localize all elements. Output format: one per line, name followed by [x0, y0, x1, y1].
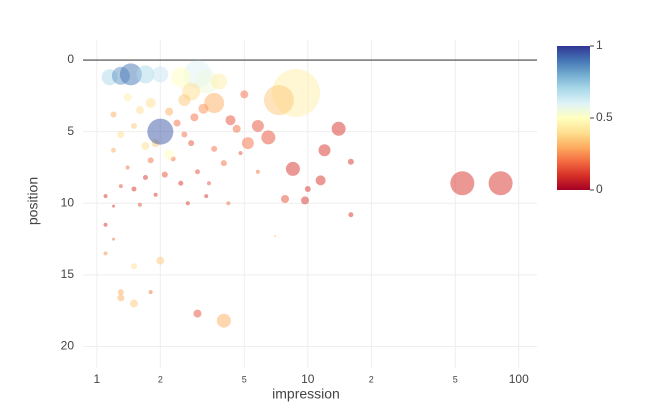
bubble: [255, 169, 260, 174]
bubble: [331, 121, 346, 136]
bubble: [161, 171, 168, 178]
labels: 1 2 5 10 2 5 100 0 5 10 15 20 0 0.5 1: [61, 38, 613, 386]
bubble: [117, 294, 125, 302]
x-axis-title: impression: [272, 386, 340, 402]
bubble: [112, 204, 116, 208]
bubble: [204, 93, 225, 114]
bubble: [261, 130, 276, 145]
x-tick-label: 5: [242, 374, 247, 384]
bubble: [198, 103, 209, 114]
bubble: [173, 119, 181, 127]
bubble: [111, 147, 117, 153]
bubble: [130, 263, 137, 270]
marks: [101, 60, 513, 328]
bubble: [178, 180, 184, 186]
bubble: [135, 106, 144, 115]
bubble: [304, 185, 311, 192]
bubble: [216, 313, 231, 328]
bubble: [131, 186, 137, 192]
bubble: [129, 299, 138, 308]
bubble: [147, 157, 154, 164]
bubble: [178, 94, 191, 107]
bubble: [165, 107, 174, 116]
bubble: [170, 67, 191, 88]
y-tick-label: 5: [67, 124, 74, 138]
bubble: [103, 251, 108, 256]
bubble: [185, 201, 190, 206]
bubble: [110, 111, 117, 118]
x-tick-label: 5: [453, 374, 458, 384]
bubble: [123, 93, 132, 102]
bubble: [211, 73, 228, 90]
bubble: [488, 171, 513, 196]
bubble: [238, 151, 243, 156]
bubble: [153, 192, 158, 197]
bubble: [141, 141, 150, 150]
colorbar-tick-label: 1: [596, 38, 603, 52]
bubble: [103, 222, 108, 227]
y-tick-label: 0: [67, 52, 74, 66]
bubble: [315, 175, 326, 186]
bubble: [211, 145, 218, 152]
bubble: [117, 289, 124, 296]
bubble: [225, 115, 236, 126]
bubble: [156, 256, 165, 265]
bubble: [188, 140, 195, 147]
bubble: [112, 237, 116, 241]
bubble: [241, 137, 254, 150]
bubble: [301, 196, 310, 205]
bubble: [190, 113, 199, 122]
x-tick-label: 2: [369, 374, 374, 384]
bubble: [117, 131, 125, 139]
bubble: [206, 181, 211, 186]
colorbar-tick-label: 0: [596, 182, 603, 196]
bubble: [194, 169, 200, 175]
y-axis-title: position: [25, 177, 41, 225]
bubble: [148, 290, 153, 295]
bubble: [194, 69, 219, 94]
y-tick-label: 10: [61, 195, 75, 209]
y-tick-label: 20: [61, 339, 75, 353]
x-tick-label: 10: [301, 372, 315, 386]
bubble: [103, 194, 108, 199]
x-tick-label: 2: [158, 374, 163, 384]
bubble: [347, 158, 354, 165]
bubble: [240, 90, 249, 99]
colorbar-tick-label: 0.5: [596, 110, 613, 124]
bubble: [130, 122, 137, 129]
x-tick-label: 100: [509, 372, 529, 386]
bubble: [285, 161, 300, 176]
bubble: [118, 184, 123, 189]
bubble: [181, 131, 188, 138]
y-tick-label: 15: [61, 267, 75, 281]
bubble: [136, 65, 155, 84]
bubble: [348, 212, 354, 218]
colorbar: [557, 46, 590, 190]
bubble: [119, 63, 142, 86]
bubble: [125, 165, 130, 170]
bubble: [274, 235, 277, 238]
bubble: [204, 194, 209, 199]
x-tick-label: 1: [93, 372, 100, 386]
bubble: [281, 194, 290, 203]
bubble: [226, 201, 231, 206]
bubble: [251, 119, 264, 132]
bubble: [450, 171, 475, 196]
bubble: [145, 98, 156, 109]
bubble: [137, 202, 142, 207]
bubble: [142, 175, 148, 181]
bubble: [193, 309, 202, 318]
bubble: [152, 66, 169, 83]
bubble: [147, 118, 174, 145]
bubble: [263, 85, 294, 116]
bubble: [318, 144, 331, 157]
bubble: [164, 149, 175, 160]
bubble: [232, 124, 241, 133]
bubble: [220, 160, 227, 167]
